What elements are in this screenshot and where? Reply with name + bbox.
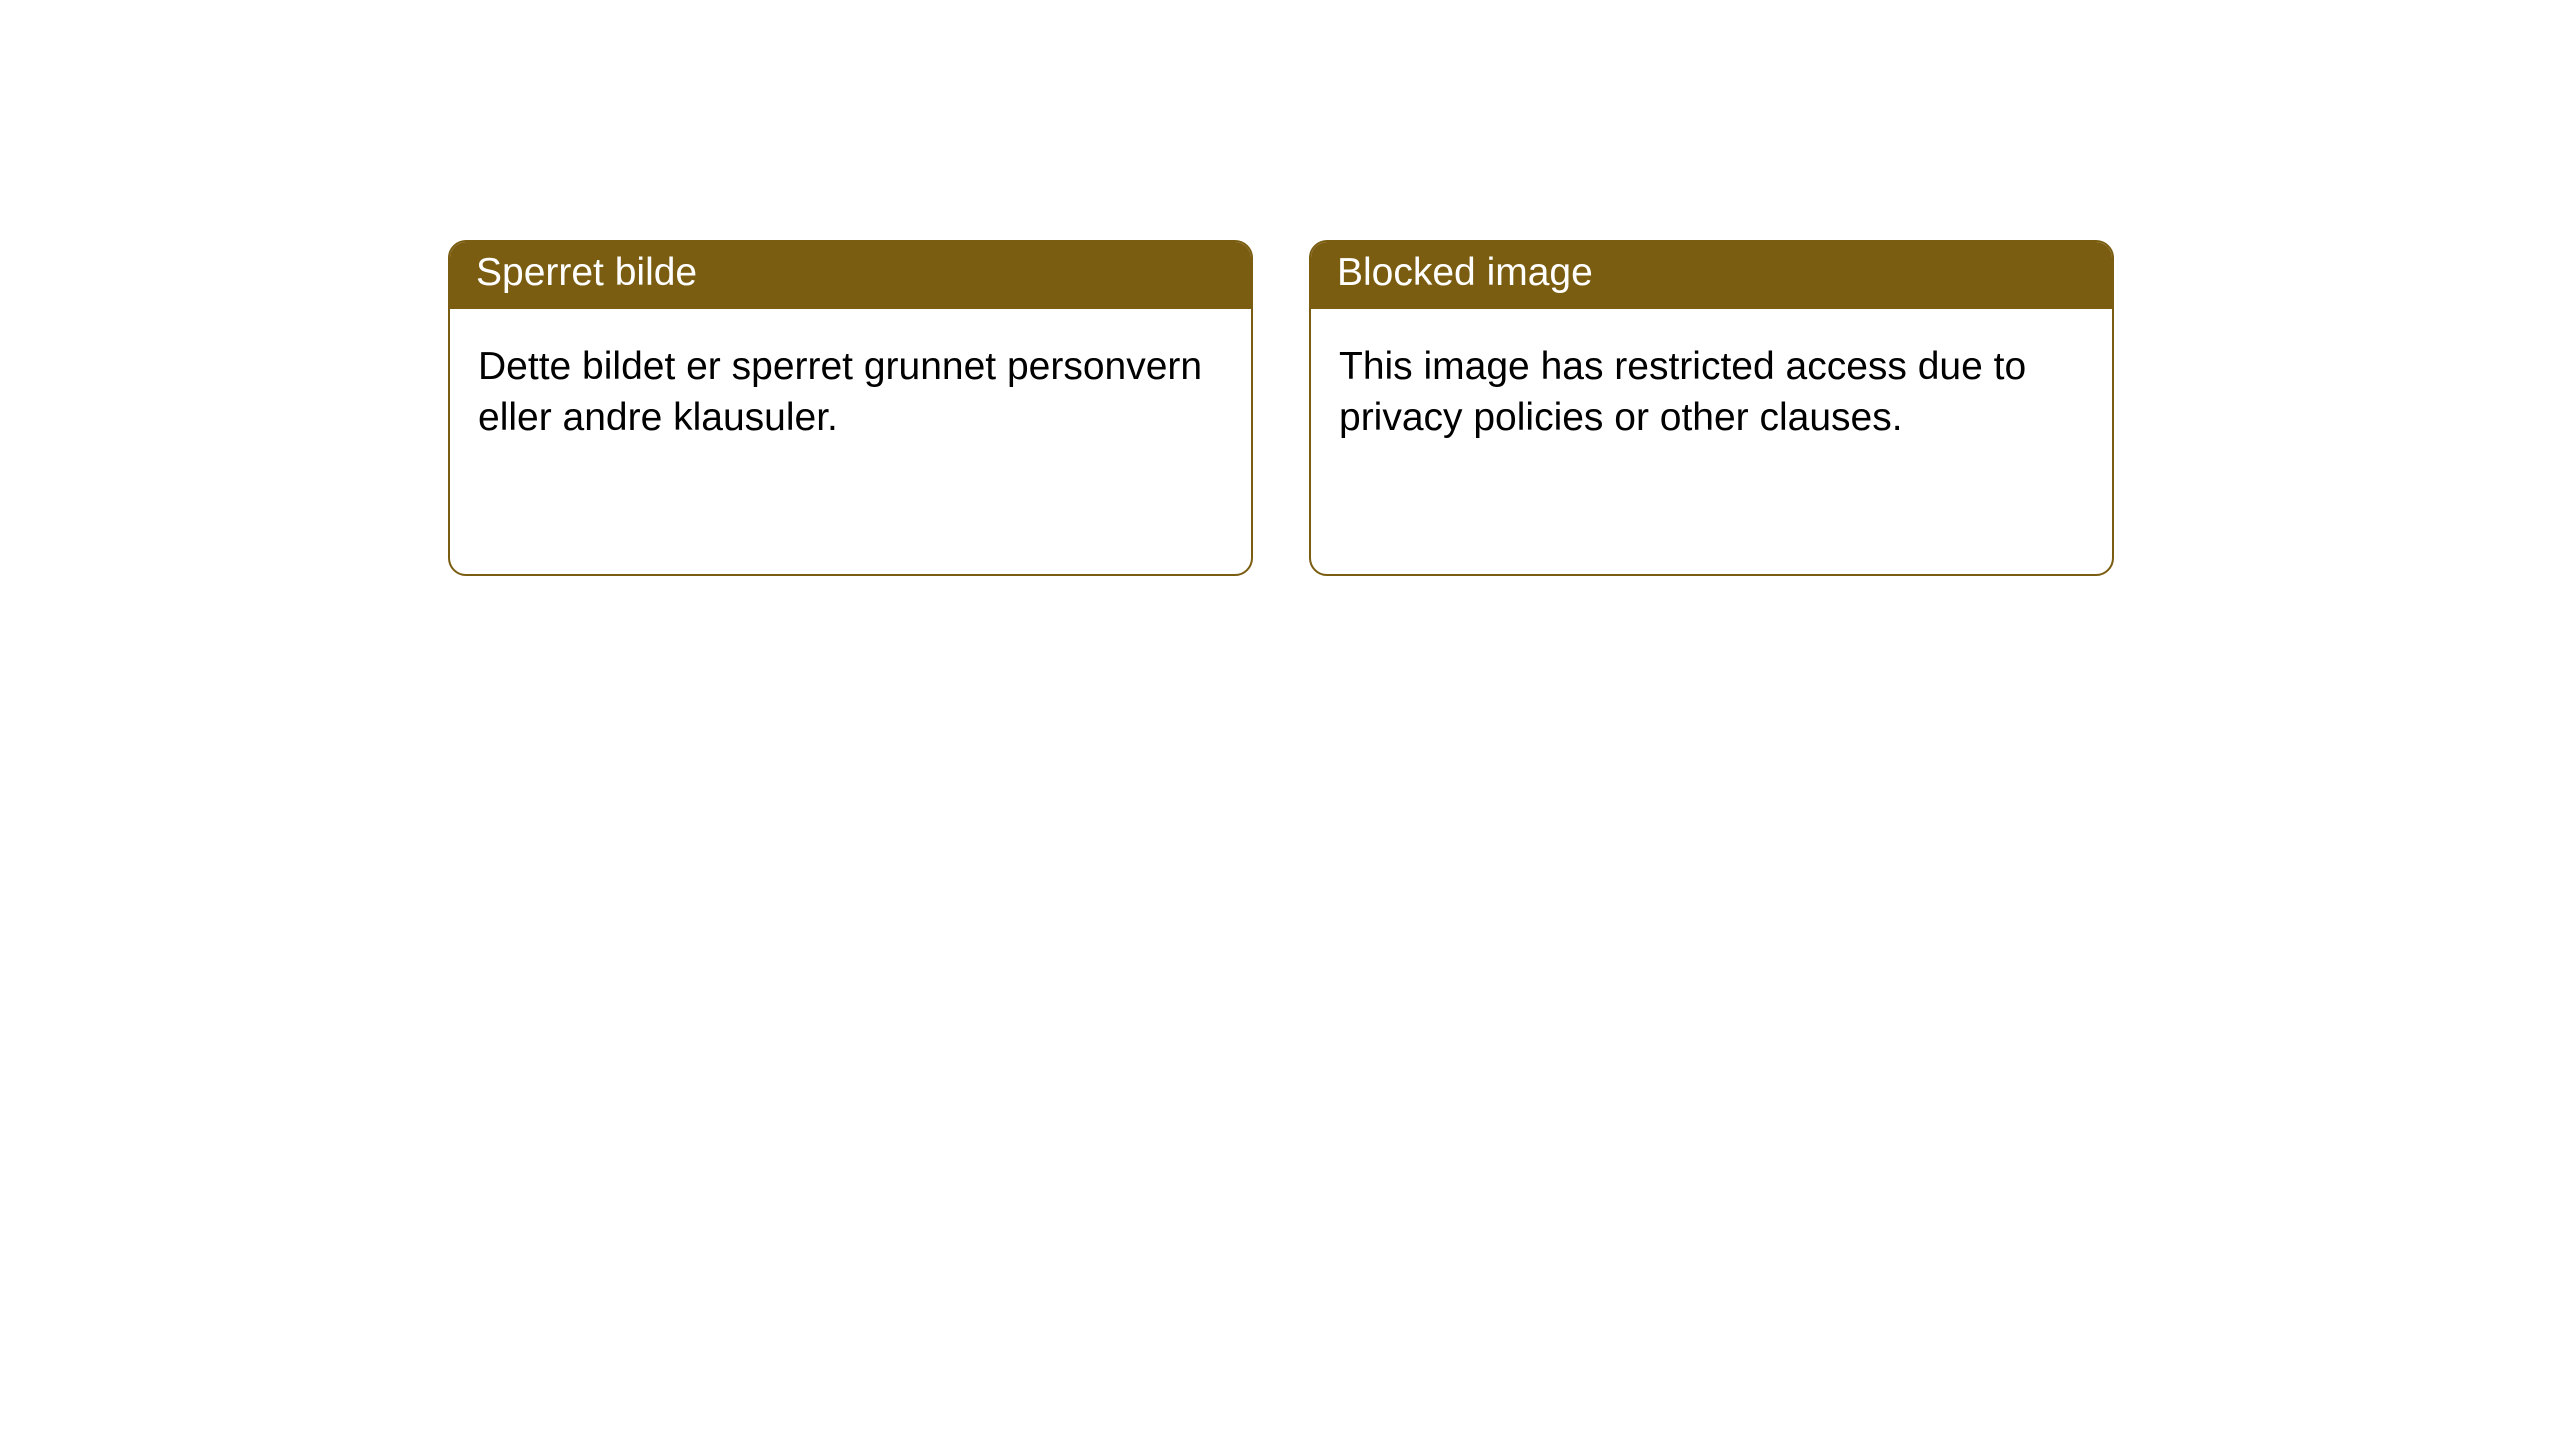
blocked-image-panel-en: Blocked image This image has restricted … <box>1309 240 2114 576</box>
panel-body-en: This image has restricted access due to … <box>1311 309 2112 476</box>
blocked-image-panel-no: Sperret bilde Dette bildet er sperret gr… <box>448 240 1253 576</box>
panel-header-en: Blocked image <box>1311 242 2112 309</box>
notice-container: Sperret bilde Dette bildet er sperret gr… <box>0 0 2560 576</box>
panel-header-no: Sperret bilde <box>450 242 1251 309</box>
panel-body-no: Dette bildet er sperret grunnet personve… <box>450 309 1251 476</box>
